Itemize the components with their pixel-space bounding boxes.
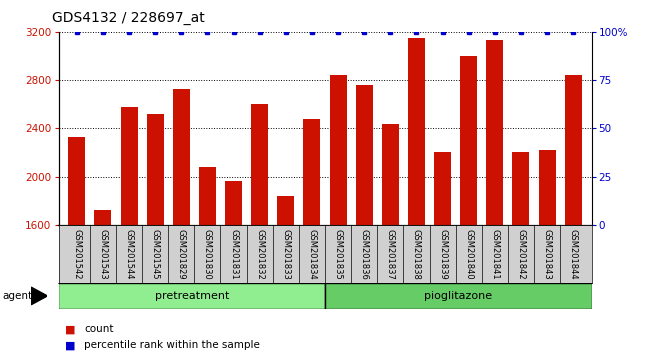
Text: GSM201542: GSM201542 [72, 229, 81, 280]
Text: GSM201837: GSM201837 [386, 229, 395, 280]
Text: GSM201836: GSM201836 [359, 229, 369, 280]
Bar [539, 150, 556, 354]
Text: GSM201545: GSM201545 [151, 229, 160, 280]
Bar [199, 167, 216, 354]
Text: pioglitazone: pioglitazone [424, 291, 492, 301]
Bar [58, 283, 325, 309]
Text: ■: ■ [65, 340, 75, 350]
Text: GSM201844: GSM201844 [569, 229, 578, 280]
Text: GSM201831: GSM201831 [229, 229, 238, 280]
Text: GSM201829: GSM201829 [177, 229, 186, 280]
Bar [408, 38, 425, 354]
Bar [173, 88, 190, 354]
Text: GDS4132 / 228697_at: GDS4132 / 228697_at [52, 11, 205, 25]
Text: GSM201544: GSM201544 [125, 229, 133, 280]
Bar [94, 210, 111, 354]
Text: GSM201543: GSM201543 [98, 229, 107, 280]
Bar [251, 104, 268, 354]
Text: GSM201840: GSM201840 [464, 229, 473, 280]
Text: GSM201842: GSM201842 [517, 229, 525, 280]
Polygon shape [31, 287, 47, 305]
Bar [382, 124, 399, 354]
Text: count: count [84, 324, 114, 334]
Text: pretreatment: pretreatment [155, 291, 229, 301]
Bar [304, 119, 320, 354]
Text: GSM201832: GSM201832 [255, 229, 264, 280]
Text: agent: agent [2, 291, 32, 301]
Bar [356, 85, 372, 354]
Text: GSM201834: GSM201834 [307, 229, 317, 280]
Bar [120, 107, 138, 354]
Text: GSM201830: GSM201830 [203, 229, 212, 280]
Text: GSM201835: GSM201835 [333, 229, 343, 280]
Text: GSM201838: GSM201838 [412, 229, 421, 280]
Text: ■: ■ [65, 324, 75, 334]
Bar [486, 40, 503, 354]
Text: GSM201841: GSM201841 [490, 229, 499, 280]
Text: GSM201833: GSM201833 [281, 229, 291, 280]
Bar [68, 137, 85, 354]
Bar [147, 114, 164, 354]
Bar [325, 283, 592, 309]
Text: GSM201839: GSM201839 [438, 229, 447, 280]
Bar [278, 196, 294, 354]
Text: GSM201843: GSM201843 [543, 229, 552, 280]
Text: percentile rank within the sample: percentile rank within the sample [84, 340, 261, 350]
Bar [565, 75, 582, 354]
Bar [225, 181, 242, 354]
Bar [512, 153, 530, 354]
Bar [330, 75, 346, 354]
Bar [434, 153, 451, 354]
Bar [460, 56, 477, 354]
